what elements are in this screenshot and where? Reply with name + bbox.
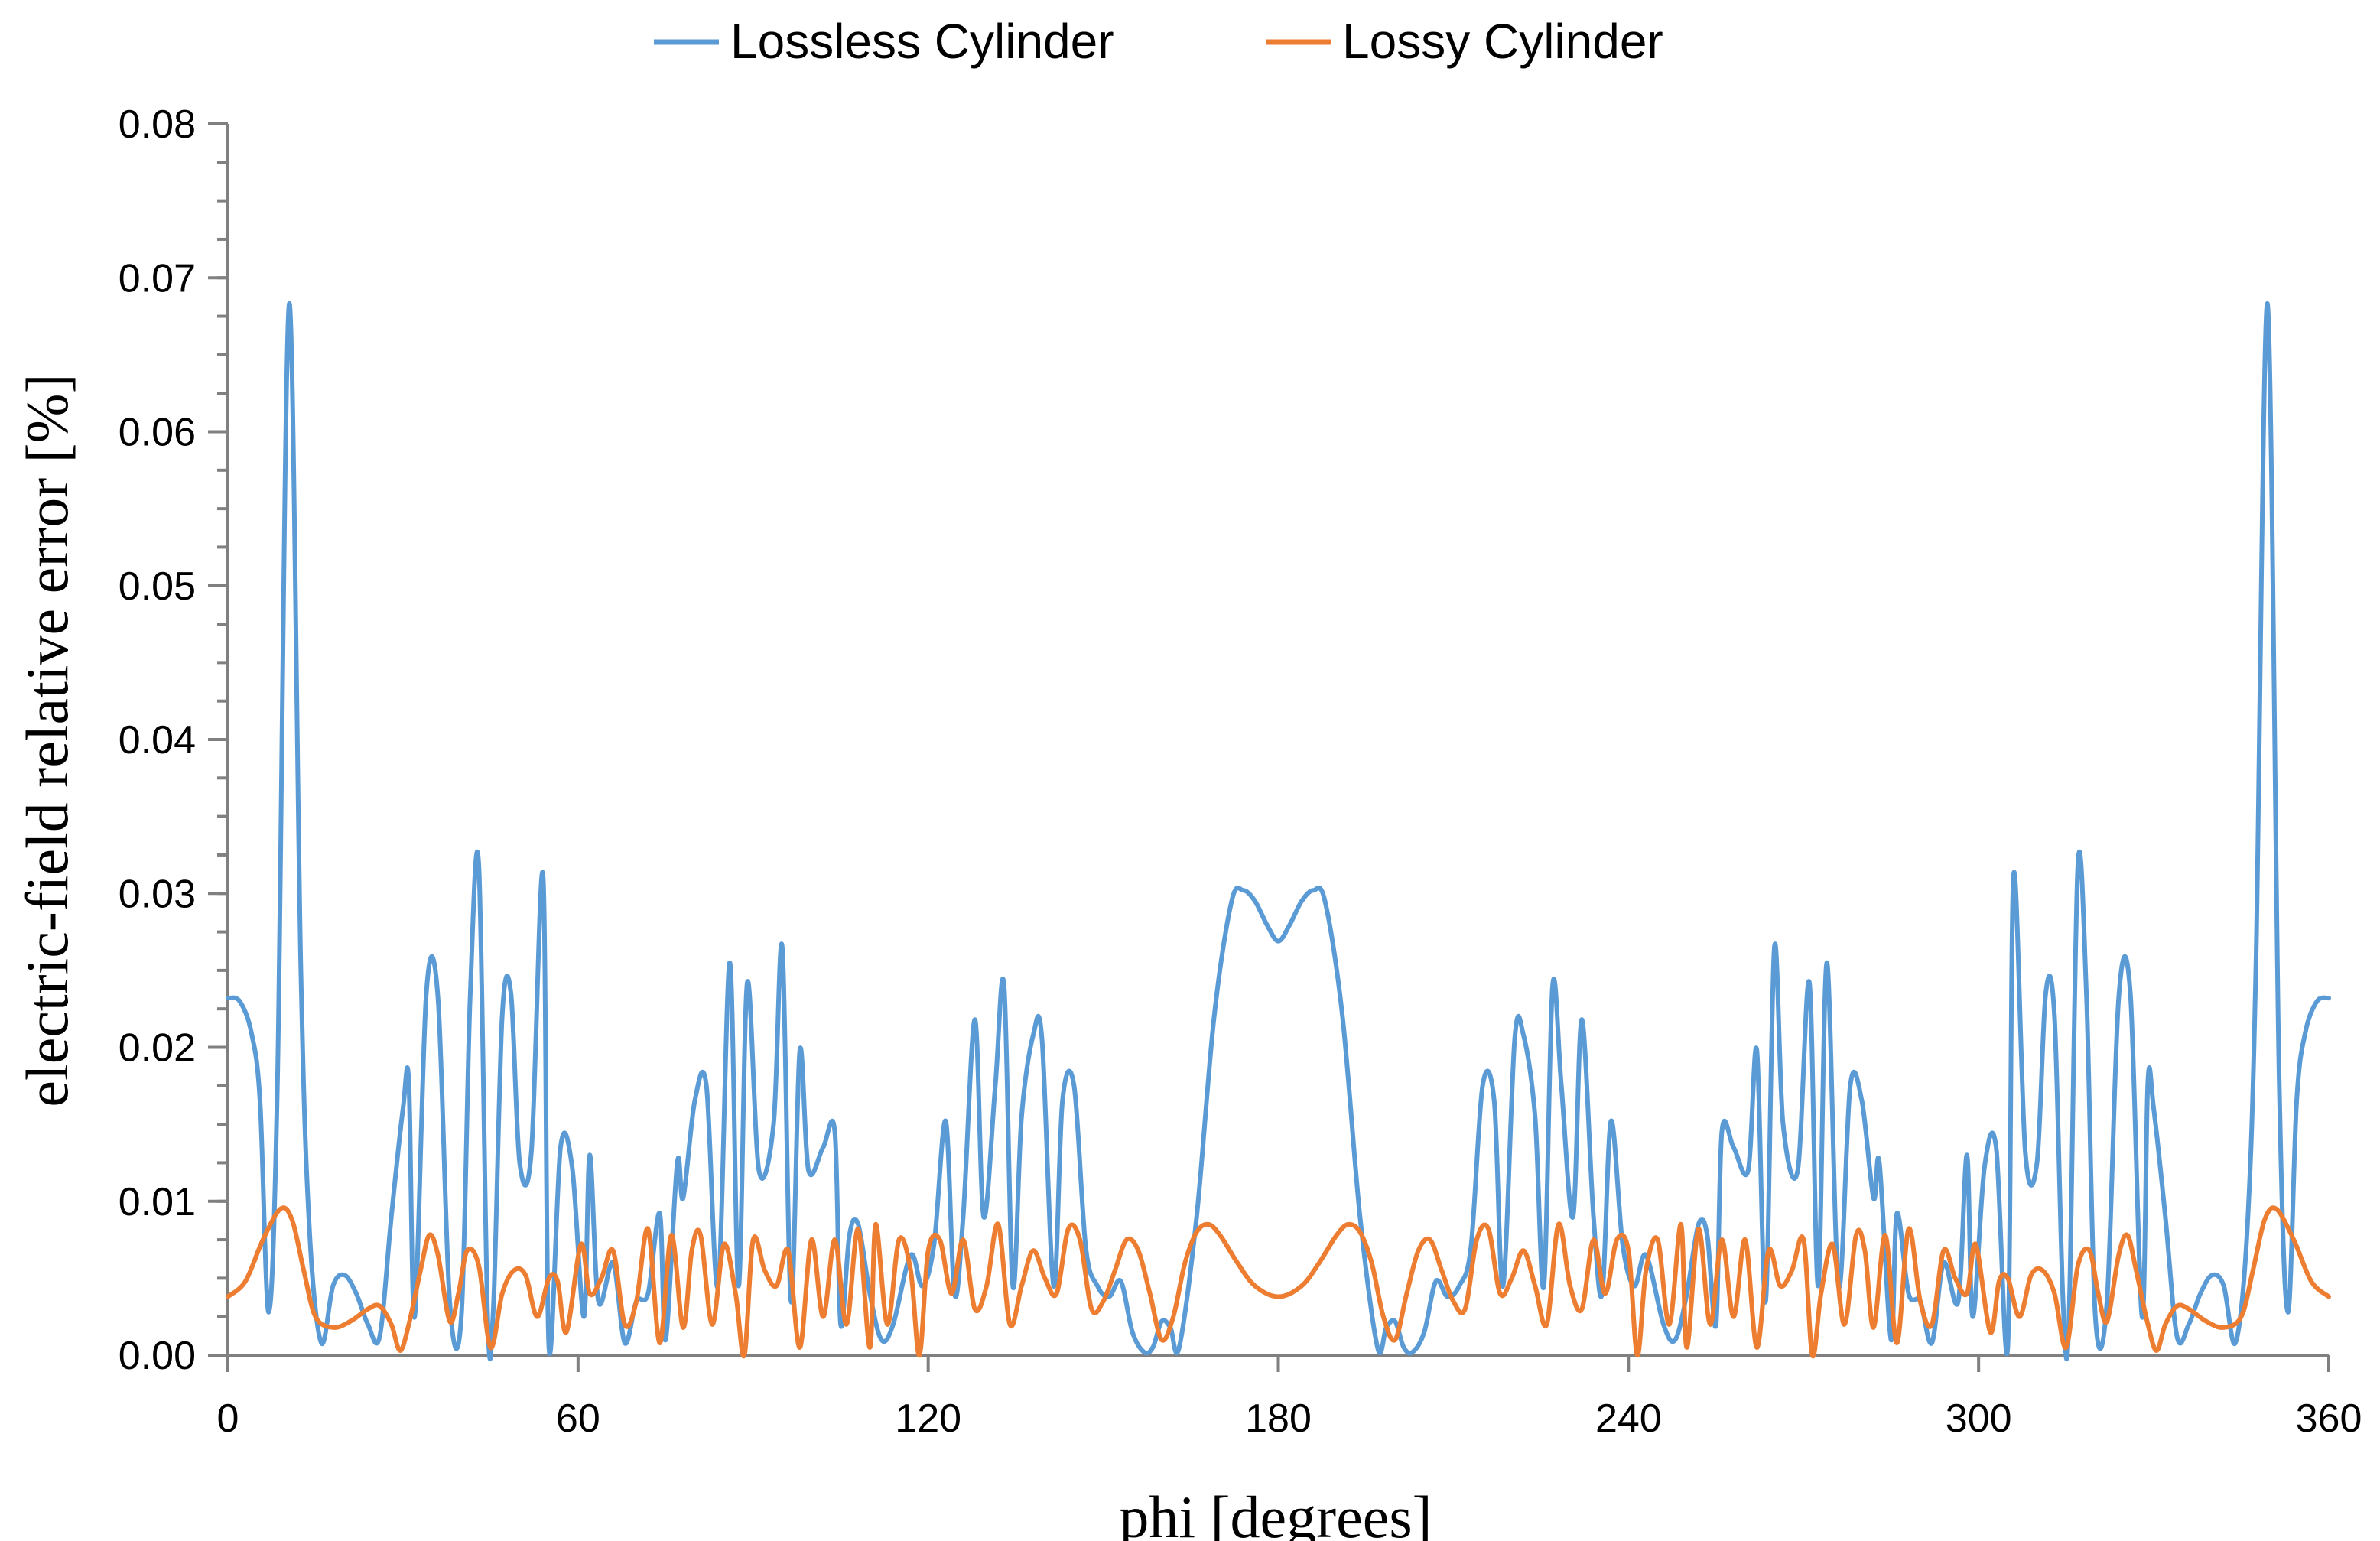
chart-legend: Lossless Cylinder Lossy Cylinder — [654, 14, 1663, 69]
x-tick-label: 360 — [2296, 1396, 2362, 1441]
y-tick-label: 0.02 — [119, 1026, 196, 1071]
x-tick-label: 300 — [1946, 1396, 2012, 1441]
x-tick-label: 0 — [217, 1396, 239, 1441]
y-tick-label: 0.04 — [119, 718, 196, 762]
plot-series — [226, 301, 2331, 1362]
x-axis-tick-labels: 0 60 120 180 240 300 360 — [217, 1396, 2362, 1441]
y-axis-title: electric-field relative error [%] — [14, 373, 80, 1107]
series-line-lossy-cylinder — [226, 1205, 2331, 1359]
y-tick-label: 0.05 — [119, 564, 196, 609]
y-tick-label: 0.00 — [119, 1334, 196, 1378]
y-tick-label: 0.06 — [119, 411, 196, 455]
x-tick-label: 180 — [1245, 1396, 1312, 1441]
x-tick-label: 120 — [895, 1396, 961, 1441]
legend-label-lossy: Lossy Cylinder — [1342, 14, 1663, 69]
legend-label-lossless: Lossless Cylinder — [730, 14, 1114, 69]
x-axis-title: phi [degrees] — [1119, 1484, 1432, 1541]
series-line-lossless-cylinder — [226, 301, 2331, 1362]
y-tick-label: 0.07 — [119, 256, 196, 301]
y-tick-label: 0.01 — [119, 1180, 196, 1224]
y-tick-label: 0.03 — [119, 872, 196, 916]
x-tick-label: 240 — [1595, 1396, 1662, 1441]
y-axis-tick-labels: 0.00 0.01 0.02 0.03 0.04 0.05 0.06 0.07 0.08 — [119, 102, 196, 1378]
axis-major-ticks — [208, 122, 2330, 1372]
y-tick-label: 0.08 — [119, 102, 196, 147]
x-tick-label: 60 — [556, 1396, 600, 1441]
